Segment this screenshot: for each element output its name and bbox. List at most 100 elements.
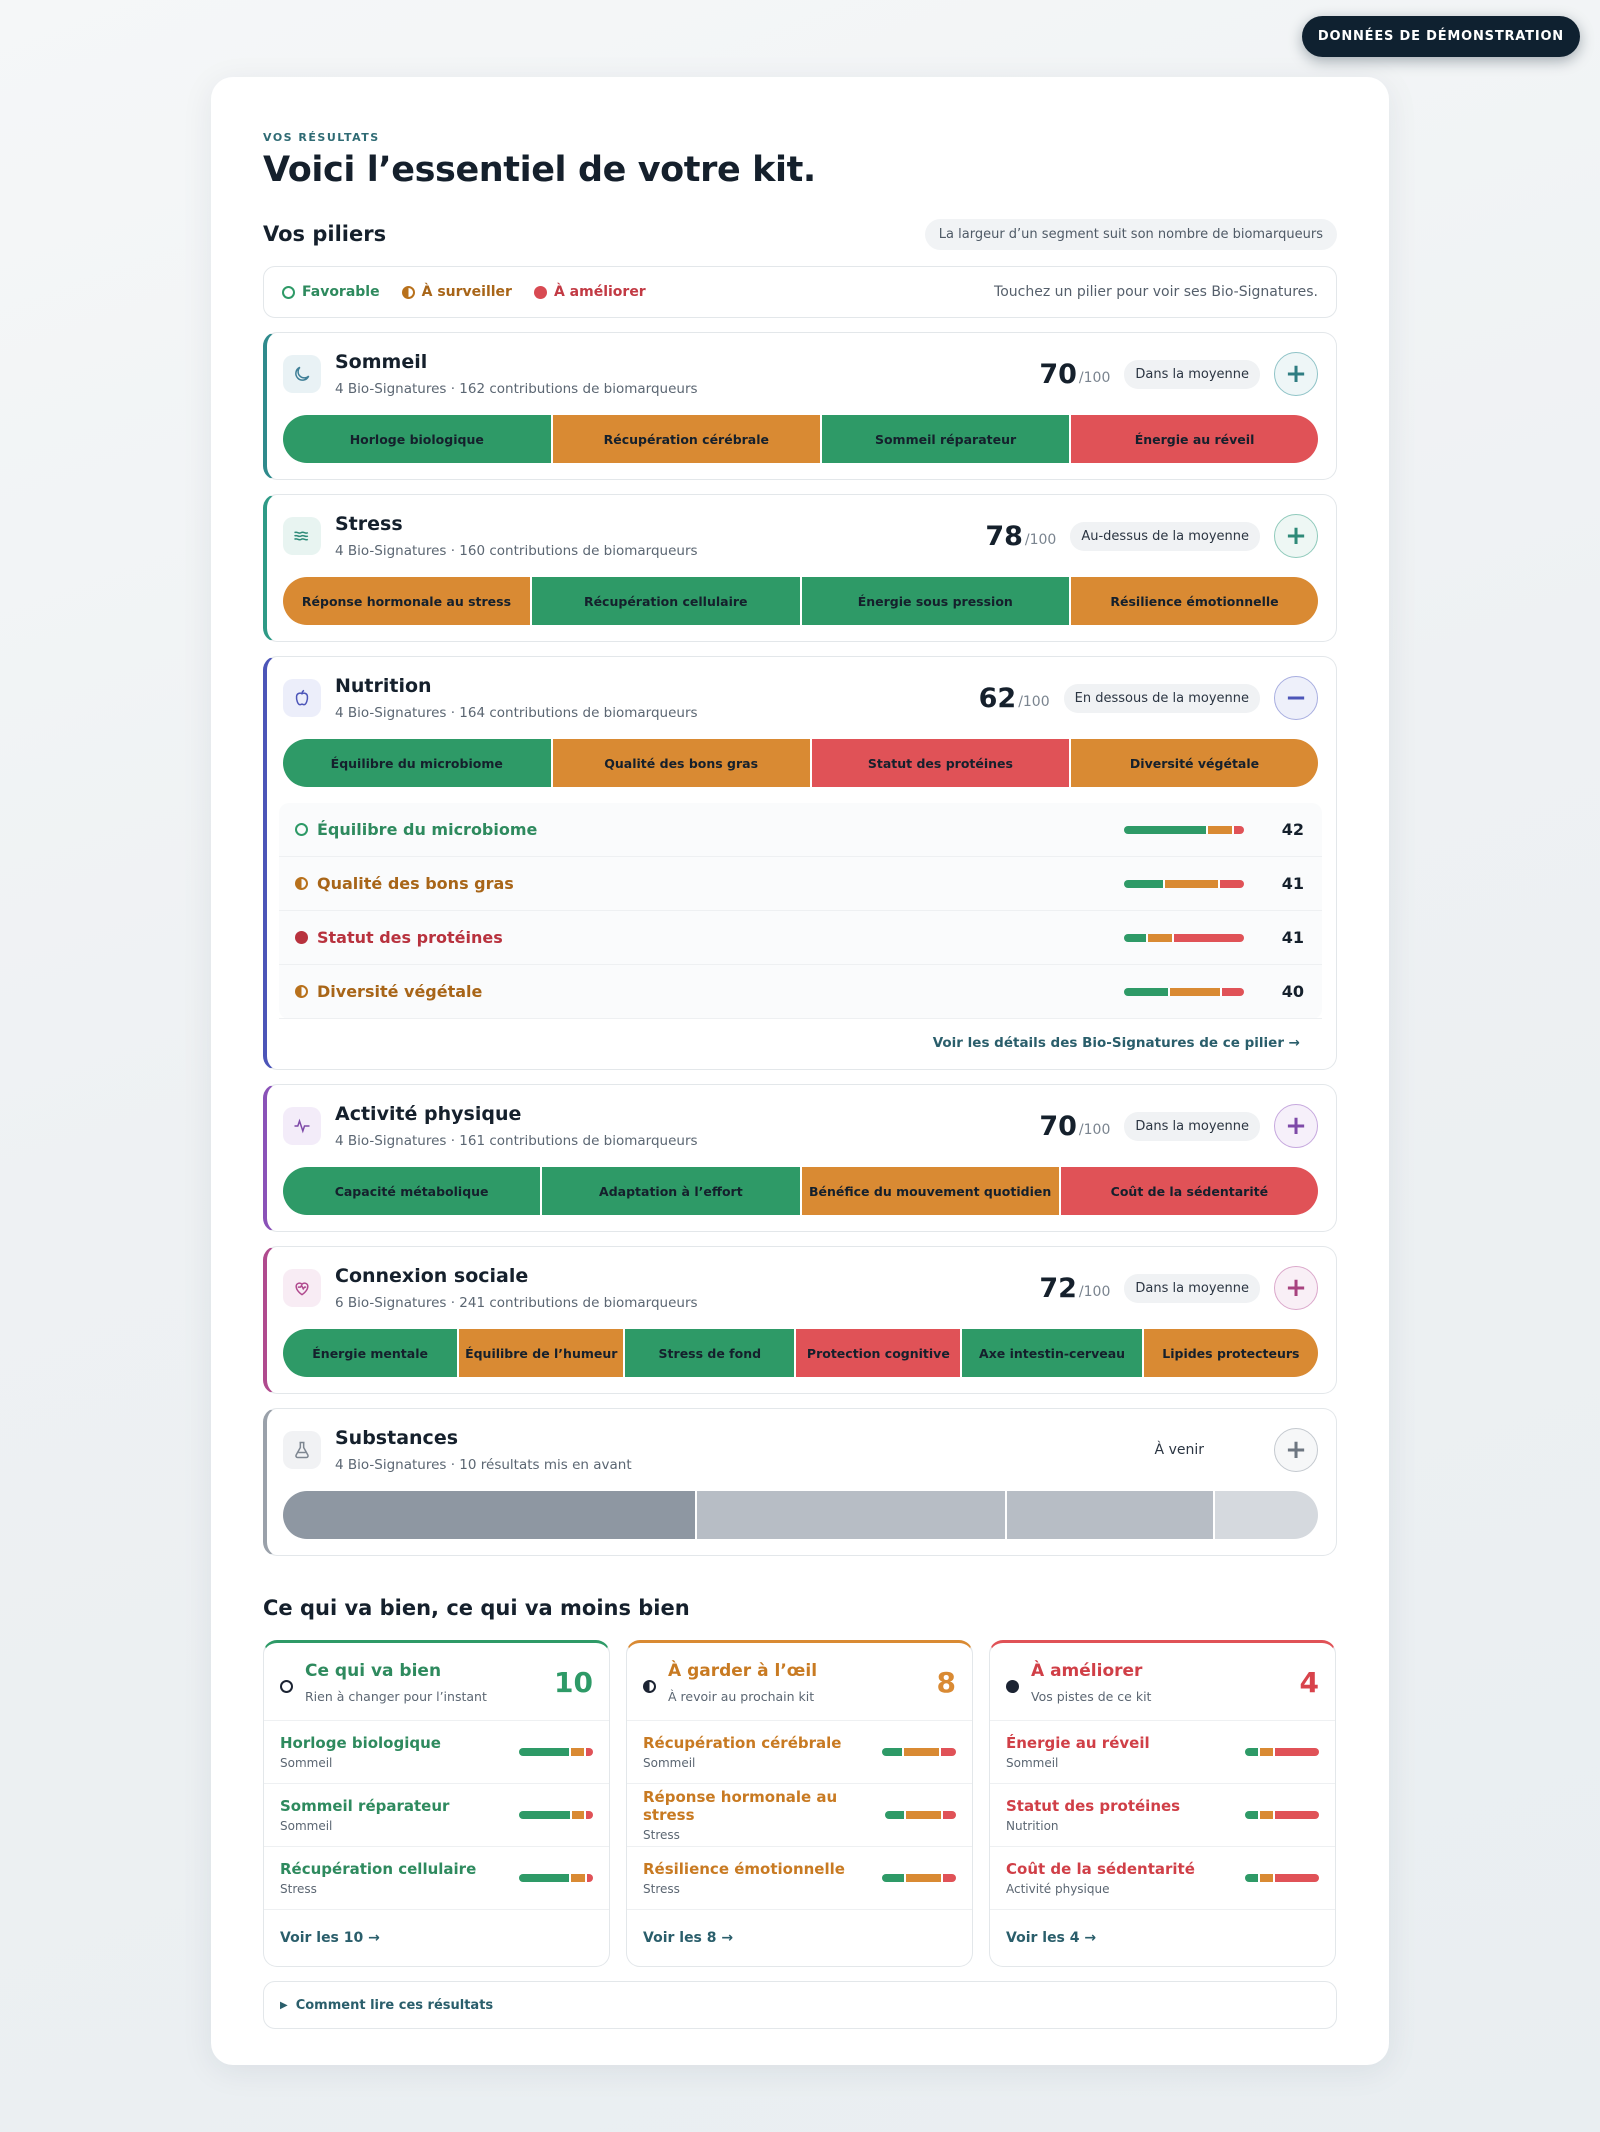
column-item-text: Statut des protéines Nutrition [1006, 1797, 1180, 1833]
segment-reponse-hormonale-au-stress[interactable]: Réponse hormonale au stress [283, 577, 532, 625]
column-item-text: Récupération cérébrale Sommeil [643, 1734, 841, 1770]
pillar-sommeil[interactable]: Sommeil 4 Bio-Signatures · 162 contributi… [263, 332, 1337, 480]
mini-bar-segment [1245, 1748, 1260, 1756]
segment-cout-de-la-sedentarite[interactable]: Coût de la sédentarité [1060, 1167, 1318, 1215]
mini-bar-segment [941, 1748, 956, 1756]
biomarker-mix-bar [1124, 987, 1244, 996]
pillar-segment-bar: Réponse hormonale au stress Récupération … [283, 577, 1318, 625]
segment-label: Qualité des bons gras [604, 755, 759, 771]
column-item-text: Récupération cellulaire Stress [280, 1860, 476, 1896]
segment-diversite-vegetale[interactable]: Diversité végétale [1071, 739, 1318, 787]
segment-lipides-protecteurs[interactable]: Lipides protecteurs [1143, 1329, 1318, 1377]
segment-axe-intestin-cerveau[interactable]: Axe intestin-cerveau [962, 1329, 1144, 1377]
expand-button[interactable]: + [1274, 514, 1318, 558]
segment-benefice-du-mouvement-quotidien[interactable]: Bénéfice du mouvement quotidien [801, 1167, 1061, 1215]
pillar-score: 70 [1039, 1110, 1077, 1142]
mini-bar-segment [1259, 1748, 1275, 1756]
bio-signature-row[interactable]: Statut des protéines 41 [279, 911, 1322, 965]
segment-protection-cognitive[interactable]: Protection cognitive [796, 1329, 963, 1377]
column-item[interactable]: Statut des protéines Nutrition [990, 1784, 1335, 1847]
mini-bar-segment [1174, 933, 1244, 942]
column-header: À garder à l’œil À revoir au prochain kit… [627, 1643, 972, 1721]
segment-statut-des-proteines[interactable]: Statut des protéines [811, 739, 1072, 787]
segment-energie-sous-pression[interactable]: Énergie sous pression [801, 577, 1072, 625]
column-subtitle: Vos pistes de ce kit [1031, 1689, 1152, 1704]
mini-bar-segment [1124, 879, 1165, 888]
collapse-button[interactable]: − [1274, 676, 1318, 720]
expand-button[interactable]: + [1274, 352, 1318, 396]
status-legend: Favorable À surveiller À améliorer Touch… [263, 266, 1337, 318]
segment-placeholder[interactable] [283, 1491, 697, 1539]
pillar-activite-physique[interactable]: Activité physique 4 Bio-Signatures · 161 … [263, 1084, 1337, 1232]
segment-stress-de-fond[interactable]: Stress de fond [625, 1329, 797, 1377]
segment-equilibre-du-microbiome[interactable]: Équilibre du microbiome [283, 739, 553, 787]
pillar-score-max: /100 [1018, 694, 1050, 710]
pillar-connexion-sociale[interactable]: Connexion sociale 6 Bio-Signatures · 241 … [263, 1246, 1337, 1394]
bio-signature-row[interactable]: Diversité végétale 40 [279, 965, 1322, 1019]
pillar-substances[interactable]: Substances 4 Bio-Signatures · 10 résultat… [263, 1408, 1337, 1556]
column-item[interactable]: Sommeil réparateur Sommeil [264, 1784, 609, 1847]
expand-button[interactable]: + [1274, 1428, 1318, 1472]
pillar-status-badge: Au-dessus de la moyenne [1070, 521, 1260, 551]
pillar-score-max: /100 [1078, 370, 1111, 386]
pillar-details-link[interactable]: Voir les détails des Bio-Signatures de c… [932, 1035, 1300, 1051]
column-item-name: Statut des protéines [1006, 1797, 1181, 1815]
mini-bar-segment [587, 1874, 593, 1882]
column-see-all-link[interactable]: Voir les 8 → [643, 1930, 734, 1946]
pillar-score-area: 78/100 Au-dessus de la moyenne + [985, 514, 1318, 558]
legend-improve-label: À améliorer [553, 284, 646, 300]
segment-placeholder[interactable] [1215, 1491, 1318, 1539]
column-item[interactable]: Réponse hormonale au stress Stress [627, 1784, 972, 1847]
segment-qualite-des-bons-gras[interactable]: Qualité des bons gras [552, 739, 812, 787]
pillar-text: Nutrition 4 Bio-Signatures · 164 contribu… [335, 675, 698, 721]
segment-energie-mentale[interactable]: Énergie mentale [283, 1329, 460, 1377]
column-item-pillar: Sommeil [280, 1819, 333, 1833]
column-item[interactable]: Coût de la sédentarité Activité physique [990, 1847, 1335, 1910]
column-item[interactable]: Récupération cellulaire Stress [264, 1847, 609, 1910]
bilan-title: Ce qui va bien, ce qui va moins bien [263, 1596, 690, 1620]
segment-resilience-emotionnelle[interactable]: Résilience émotionnelle [1071, 577, 1318, 625]
pillar-text: Activité physique 4 Bio-Signatures · 161 … [335, 1103, 698, 1149]
mini-bar-segment [1124, 987, 1170, 996]
half-circle-icon [295, 877, 308, 890]
segment-label: Réponse hormonale au stress [301, 593, 512, 609]
mini-bar-segment [882, 1874, 906, 1882]
segment-equilibre-de-l-humeur[interactable]: Équilibre de l’humeur [459, 1329, 626, 1377]
segment-placeholder[interactable] [1007, 1491, 1216, 1539]
column-header: Ce qui va bien Rien à changer pour l’inst… [264, 1643, 609, 1721]
segment-label: Adaptation à l’effort [599, 1183, 743, 1199]
bio-signature-row[interactable]: Équilibre du microbiome 42 [279, 803, 1322, 857]
pulse-icon [283, 1107, 321, 1145]
segment-horloge-biologique[interactable]: Horloge biologique [283, 415, 553, 463]
column-item[interactable]: Résilience émotionnelle Stress [627, 1847, 972, 1910]
column-item-pillar: Activité physique [1006, 1882, 1110, 1896]
mini-bar-segment [1124, 933, 1148, 942]
column-see-all-link[interactable]: Voir les 4 → [1006, 1930, 1097, 1946]
column-text: À améliorer Vos pistes de ce kit [1031, 1661, 1151, 1704]
segment-adaptation-a-l-effort[interactable]: Adaptation à l’effort [542, 1167, 802, 1215]
pillar-score-area: 62/100 En dessous de la moyenne − [979, 676, 1318, 720]
pillar-score: 62 [978, 682, 1017, 714]
segment-label: Énergie au réveil [1134, 431, 1255, 447]
triangle-right-icon: ▶ [280, 1999, 288, 2011]
minus-icon: − [1285, 683, 1307, 713]
segment-recuperation-cerebrale[interactable]: Récupération cérébrale [552, 415, 823, 463]
pillar-nutrition[interactable]: Nutrition 4 Bio-Signatures · 164 contribu… [263, 656, 1337, 1070]
expand-button[interactable]: + [1274, 1104, 1318, 1148]
pillar-stress[interactable]: Stress 4 Bio-Signatures · 160 contributio… [263, 494, 1337, 642]
segment-capacite-metabolique[interactable]: Capacité métabolique [283, 1167, 543, 1215]
segment-sommeil-reparateur[interactable]: Sommeil réparateur [822, 415, 1072, 463]
segment-energie-au-reveil[interactable]: Énergie au réveil [1071, 415, 1318, 463]
segment-label: Récupération cérébrale [603, 431, 769, 447]
expand-button[interactable]: + [1274, 1266, 1318, 1310]
column-see-all-link[interactable]: Voir les 10 → [280, 1930, 380, 1946]
column-item[interactable]: Énergie au réveil Sommeil [990, 1721, 1335, 1784]
segment-placeholder[interactable] [696, 1491, 1008, 1539]
column-item[interactable]: Récupération cérébrale Sommeil [627, 1721, 972, 1784]
bilan-column-watch: À garder à l’œil À revoir au prochain kit… [626, 1640, 973, 1967]
segment-recuperation-cellulaire[interactable]: Récupération cellulaire [531, 577, 802, 625]
bio-signature-row[interactable]: Qualité des bons gras 41 [279, 857, 1322, 911]
how-to-read-toggle[interactable]: ▶ Comment lire ces résultats [263, 1981, 1337, 2029]
column-item[interactable]: Horloge biologique Sommeil [264, 1721, 609, 1784]
column-item-text: Énergie au réveil Sommeil [1006, 1734, 1150, 1770]
